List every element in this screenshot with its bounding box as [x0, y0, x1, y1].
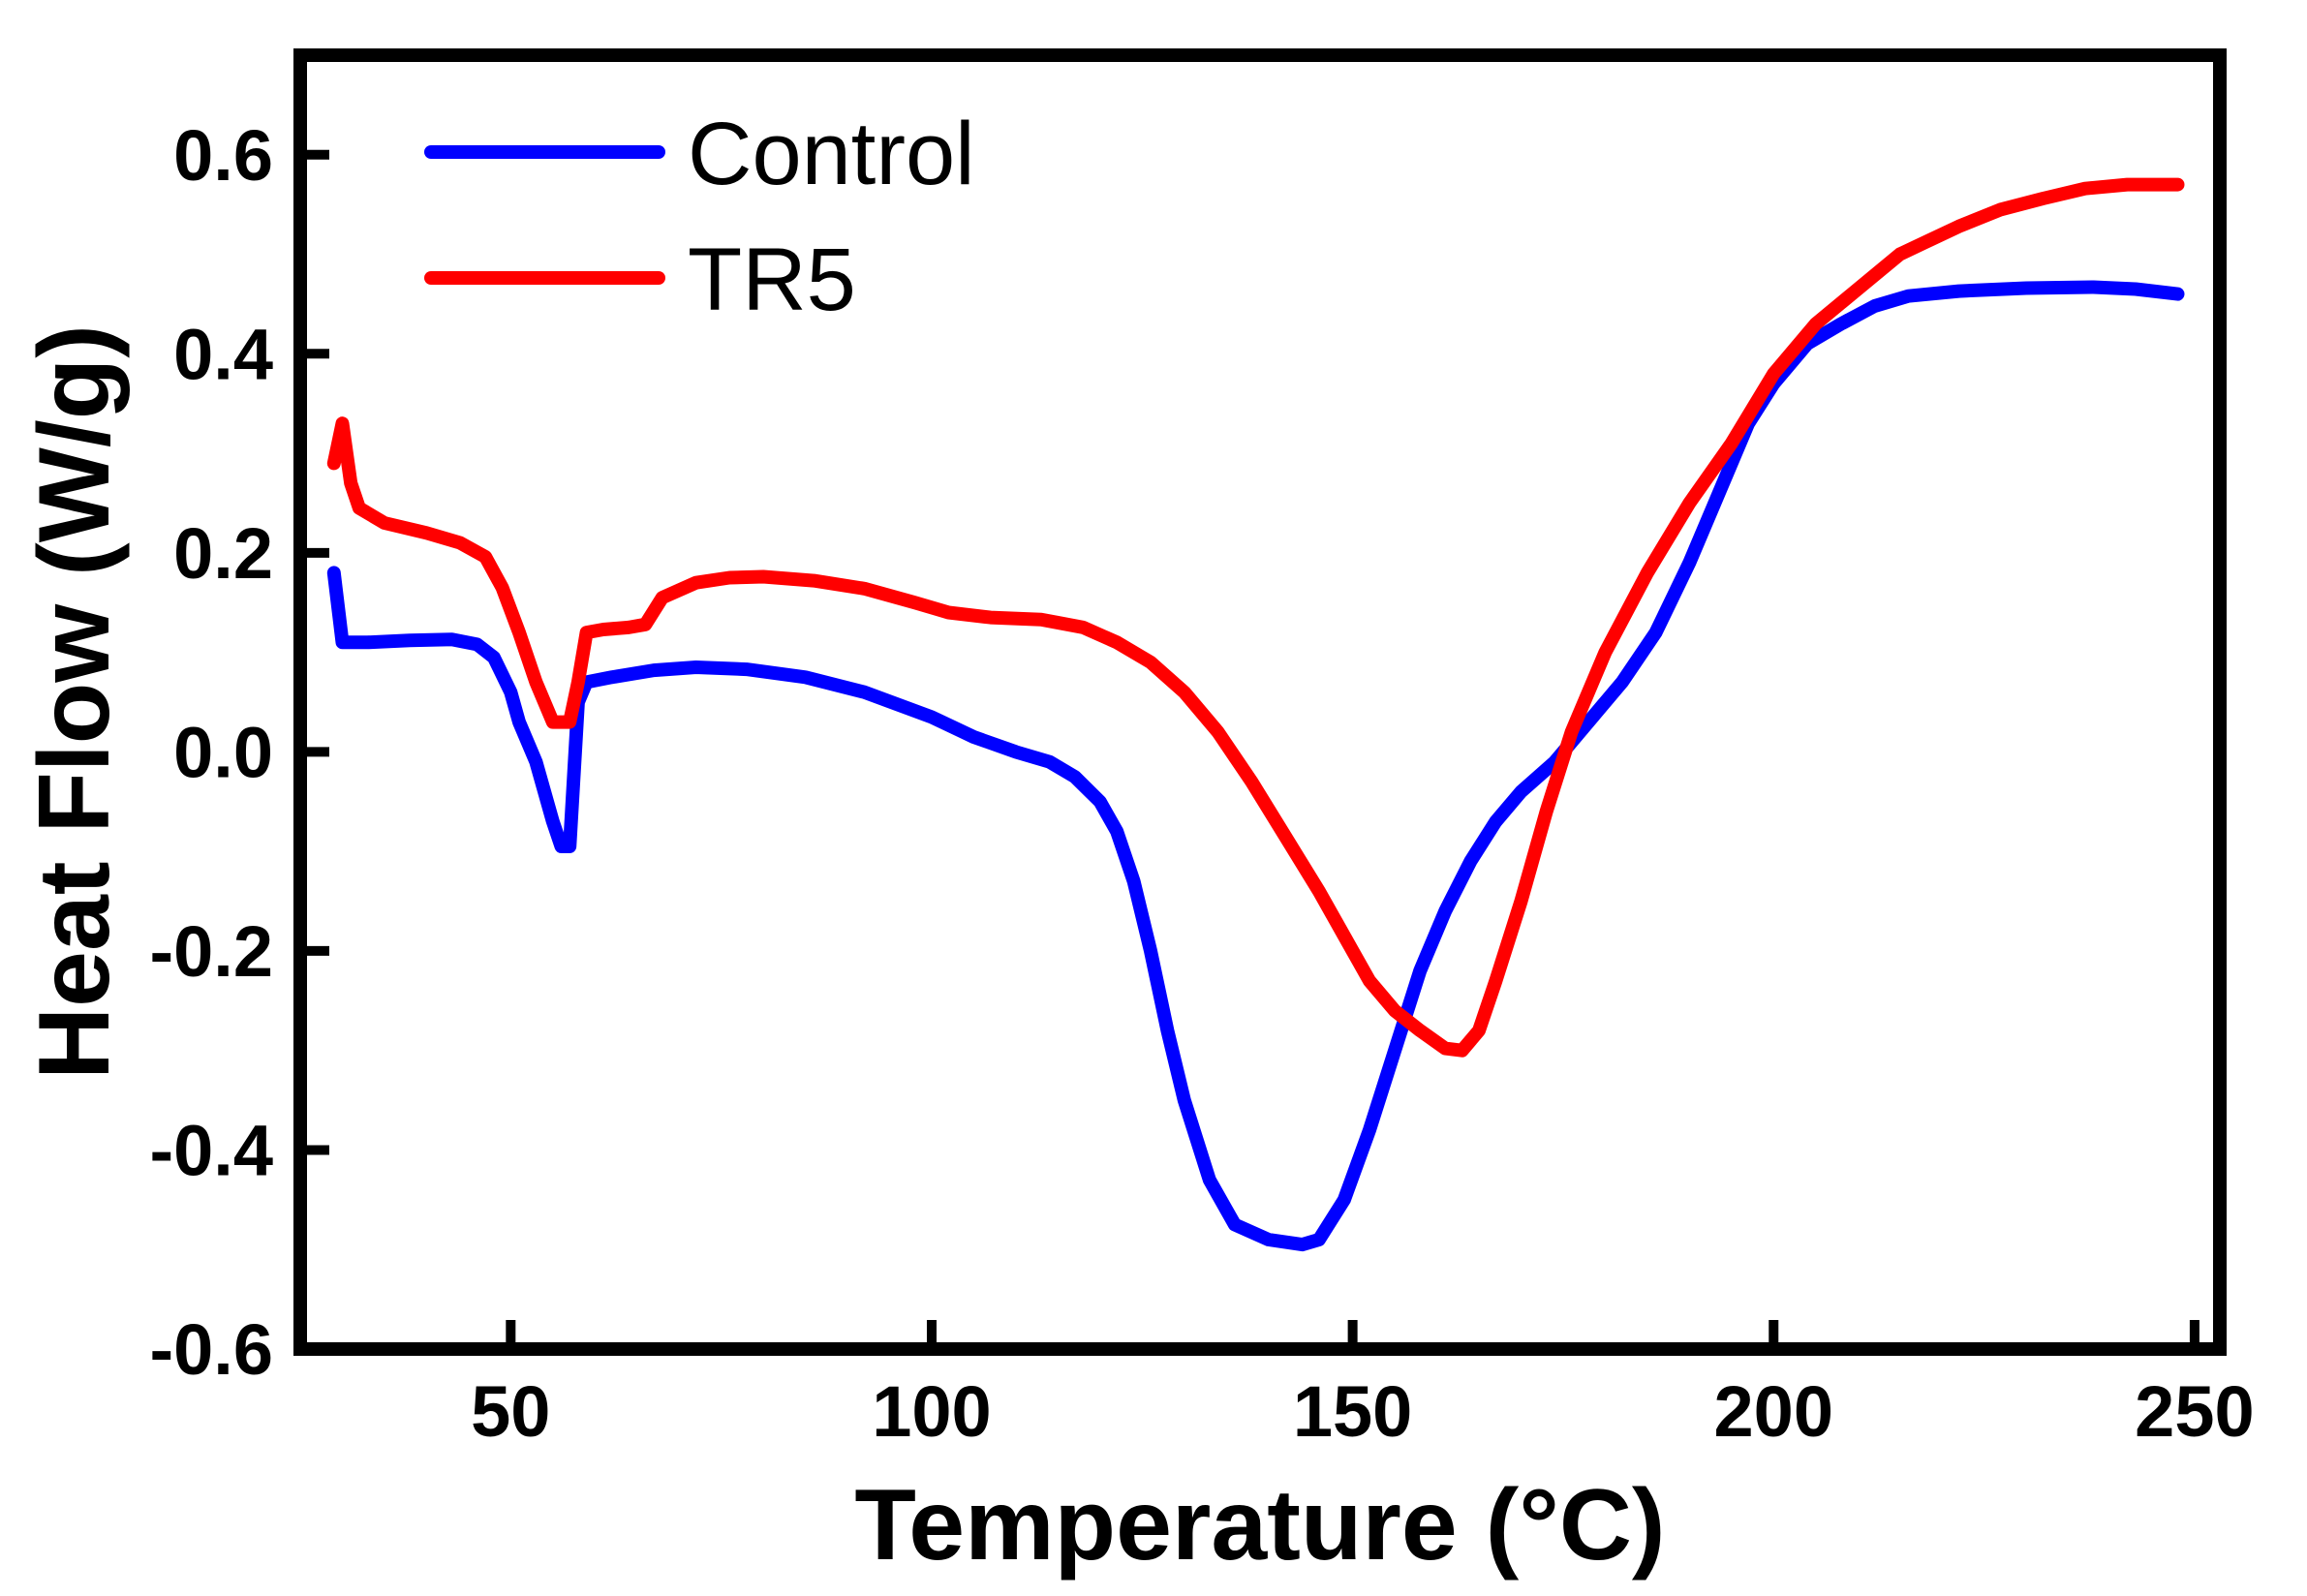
x-tick-label: 250: [2135, 1371, 2254, 1452]
series-line-control: [326, 280, 2185, 1252]
y-axis-title: Heat Flow (W/g): [18, 324, 131, 1080]
y-tick-label: 0.4: [173, 314, 273, 394]
legend-label-tr5: TR5: [688, 230, 856, 329]
x-tick-label: 200: [1714, 1371, 1833, 1452]
plot-frame: [293, 48, 2227, 1356]
x-axis-title: Temperature (°C): [854, 1469, 1665, 1581]
legend-label-control: Control: [688, 105, 975, 203]
axis-ticks: 50 100 150 200 250 0.6 0.4 0.2 0.0 -0.2 -0.4 -0.6: [149, 115, 2254, 1452]
x-tick-label: 50: [471, 1371, 550, 1452]
y-tick-label: -0.4: [149, 1110, 273, 1190]
y-tick-label: -0.2: [149, 911, 273, 992]
series-lines: [326, 177, 2185, 1252]
x-tick-label: 150: [1293, 1371, 1412, 1452]
y-tick-label: 0.6: [173, 115, 273, 196]
y-tick-label: 0.2: [173, 513, 273, 594]
legend: Control TR5: [424, 105, 975, 329]
y-tick-label: -0.6: [149, 1309, 273, 1390]
y-tick-label: 0.0: [173, 712, 273, 792]
series-line-tr5: [326, 177, 2185, 1058]
x-tick-label: 100: [872, 1371, 991, 1452]
